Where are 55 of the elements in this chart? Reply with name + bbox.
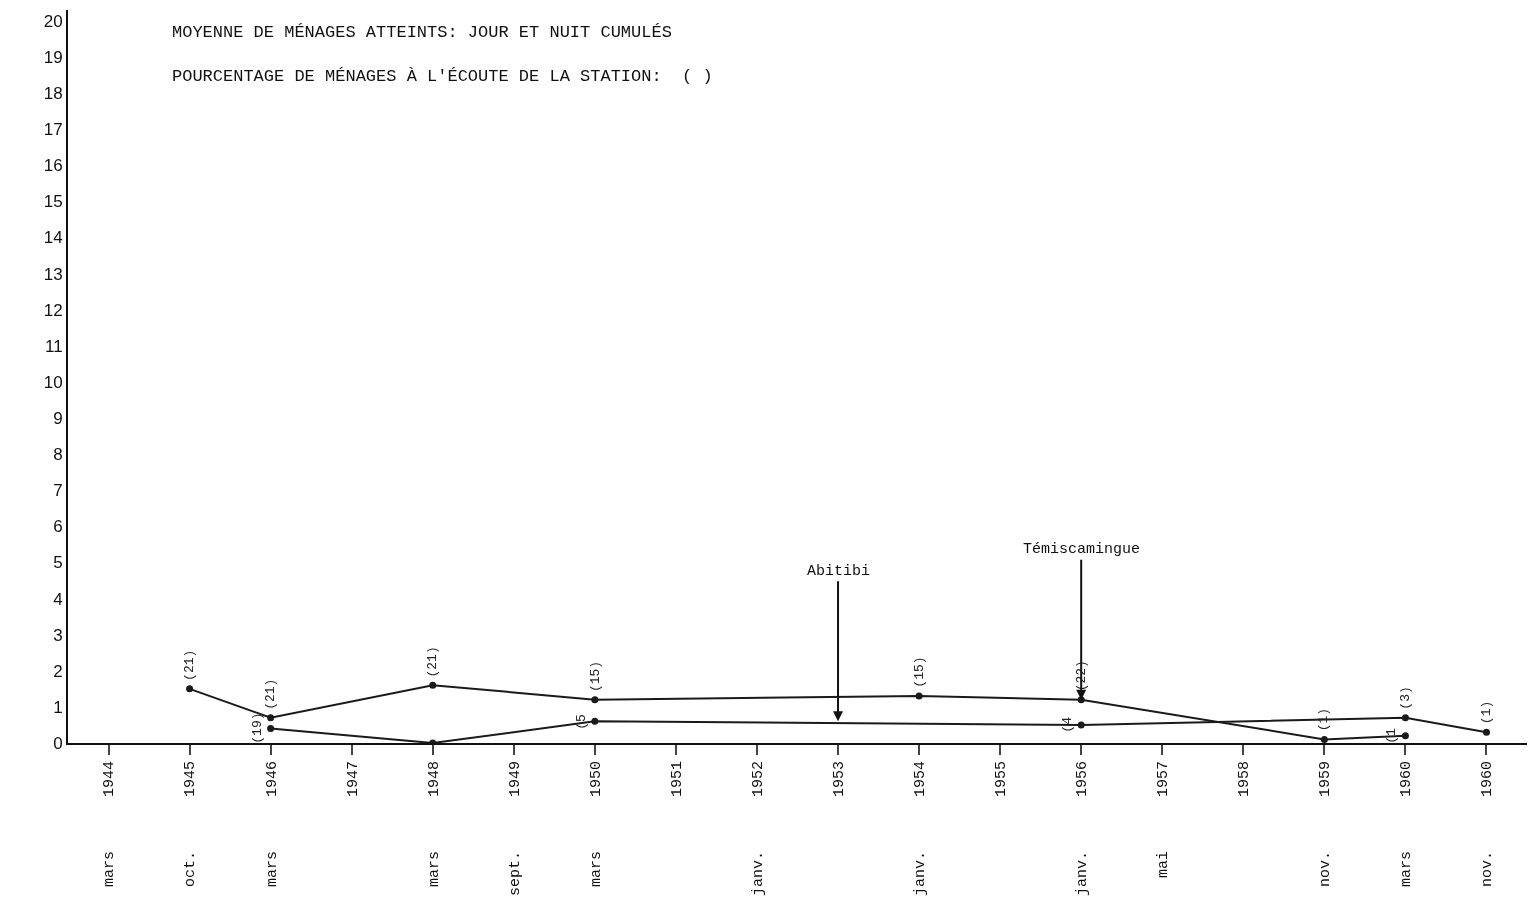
x-tick-label: 1958: [1236, 761, 1254, 798]
x-tick-label: 1953: [830, 761, 848, 798]
annotation: (15): [911, 656, 927, 688]
x-tick-label: mars 1946: [263, 761, 281, 888]
x-tick-label: mars 1948: [425, 761, 443, 888]
y-tick-label: 14: [43, 228, 63, 248]
annotation: (21): [182, 649, 198, 681]
annotation: (4: [1059, 716, 1075, 733]
y-tick-label: 15: [43, 192, 63, 212]
x-tick-label: mai 1957: [1155, 761, 1173, 879]
annotation: (1: [1384, 727, 1400, 744]
annotation: Témiscamingue: [1023, 541, 1141, 558]
annotation: (1): [1316, 707, 1332, 732]
y-tick-label: 0: [53, 733, 63, 753]
annotation: Abitibi: [807, 563, 871, 580]
y-tick-label: 11: [44, 336, 63, 356]
x-tick-label: mars 1950: [587, 761, 605, 888]
y-tick-label: 20: [43, 11, 63, 31]
y-tick-label: 12: [43, 300, 63, 320]
y-tick-label: 4: [53, 589, 63, 609]
x-tick-label: nov. 1959: [1317, 761, 1335, 888]
x-tick-label: mars 1960: [1398, 761, 1416, 888]
y-tick-label: 16: [43, 156, 63, 176]
annotation: (21): [263, 678, 279, 710]
y-tick-label: 9: [53, 408, 63, 428]
x-tick-label: 1947: [344, 761, 362, 798]
y-tick-label: 17: [43, 120, 63, 140]
x-tick-label: 1955: [993, 761, 1011, 798]
text: POURCENTAGE DE MÉNAGES À L'ÉCOUTE DE LA STATION: ( ): [172, 67, 713, 86]
y-tick-label: 13: [43, 264, 63, 284]
text: MOYENNE DE MÉNAGES ATTEINTS: JOUR ET NUIT CUMULÉS: [172, 23, 672, 42]
annotation: (1): [1478, 700, 1494, 725]
x-tick-label: janv. 1954: [911, 761, 929, 897]
x-tick-label: nov. 1960: [1479, 761, 1497, 888]
y-tick-label: 2: [53, 661, 63, 681]
x-tick-label: mars 1944: [101, 761, 119, 888]
y-tick-label: 18: [43, 84, 63, 103]
annotation: (21): [425, 646, 441, 678]
annotation: (3): [1398, 686, 1414, 710]
annotation: (19): [249, 712, 265, 744]
y-tick-label: 1: [53, 697, 63, 717]
annotation: (5: [574, 714, 590, 730]
y-tick-label: 7: [53, 481, 63, 501]
x-tick-label: oct. 1945: [182, 761, 200, 888]
y-tick-label: 19: [43, 47, 63, 67]
x-tick-label: 1951: [668, 761, 686, 798]
y-tick-label: 10: [43, 372, 63, 392]
y-tick-label: 3: [53, 625, 63, 645]
x-tick-label: janv. 1952: [749, 761, 767, 897]
x-tick-label: sept. 1949: [506, 761, 524, 897]
y-tick-label: 5: [53, 553, 63, 573]
y-tick-label: 6: [53, 517, 63, 537]
annotation: (15): [587, 660, 603, 693]
x-tick-label: janv. 1956: [1074, 761, 1092, 897]
y-tick-label: 8: [53, 445, 63, 465]
